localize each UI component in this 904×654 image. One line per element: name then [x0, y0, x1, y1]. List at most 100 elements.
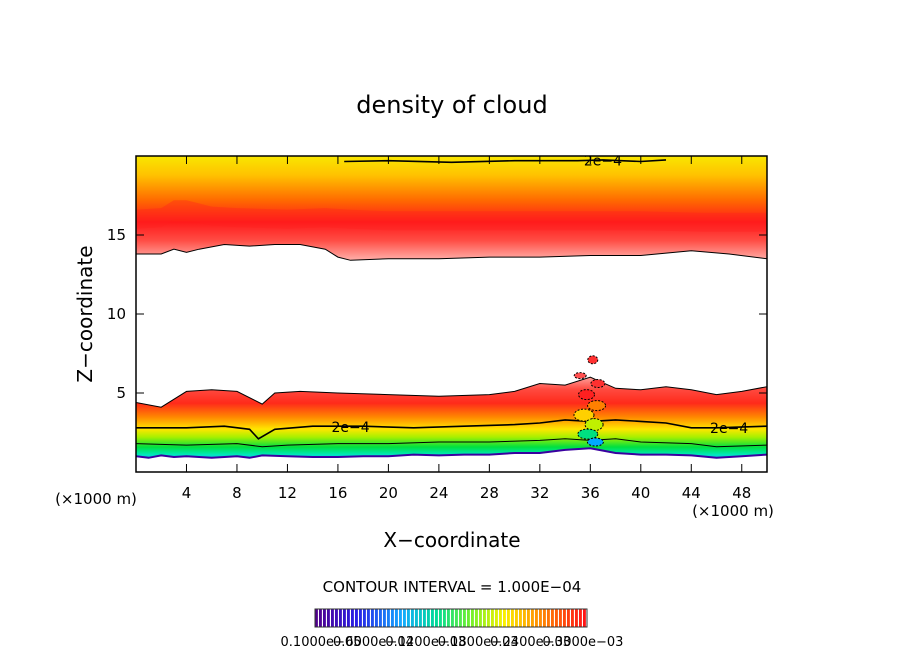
upper-cloud-base-contour [136, 243, 767, 261]
colorbar-swatch [511, 609, 514, 627]
colorbar-swatch [383, 609, 386, 627]
colorbar-swatch [331, 609, 334, 627]
colorbar-tick-label: 0.1000e−05 [281, 635, 362, 650]
colorbar-swatch [523, 609, 526, 627]
colorbar-tick-label: 0.3000e−03 [543, 635, 624, 650]
colorbar-tick-label: 0.1800e−03 [438, 635, 519, 650]
upper-cloud-core [136, 200, 767, 232]
colorbar-swatch [491, 609, 494, 627]
colorbar-swatch [547, 609, 550, 627]
colorbar-swatch [539, 609, 542, 627]
colorbar-swatch [551, 609, 554, 627]
cell-contour [587, 400, 607, 412]
cell-contour [577, 428, 599, 440]
colorbar-swatch [451, 609, 454, 627]
x-tick-label: 12 [278, 484, 297, 502]
colorbar-swatch [567, 609, 570, 627]
colorbar-swatch [395, 609, 398, 627]
colorbar-labels: 0.1000e−050.6000e−040.1200e−030.1800e−03… [281, 635, 624, 650]
cell-contour [578, 389, 595, 401]
colorbar-swatch [351, 609, 354, 627]
colorbar-swatch [355, 609, 358, 627]
colorbar-swatch [367, 609, 370, 627]
colorbar-swatch [507, 609, 510, 627]
chart-title: density of cloud [356, 91, 547, 119]
contour-interval-label: CONTOUR INTERVAL = 1.000E−04 [323, 578, 582, 596]
x-tick-label: 16 [328, 484, 347, 502]
colorbar-swatch [463, 609, 466, 627]
colorbar-swatch [407, 609, 410, 627]
y-tick-label: 15 [107, 226, 126, 244]
colorbar-swatch [459, 609, 462, 627]
colorbar-swatch [495, 609, 498, 627]
colorbar-swatch [391, 609, 394, 627]
colorbar-swatch [387, 609, 390, 627]
colorbar-swatch [319, 609, 322, 627]
colorbar [314, 608, 588, 628]
x-unit-right: (×1000 m) [692, 502, 774, 520]
colorbar-swatch [399, 609, 402, 627]
cell-contour [573, 408, 595, 422]
cell-contour [586, 437, 604, 447]
colorbar-tick-label: 0.1200e−03 [385, 635, 466, 650]
upper-cloud-2e-4-contour [344, 159, 667, 164]
colorbar-swatch [555, 609, 558, 627]
colorbar-swatch [535, 609, 538, 627]
colorbar-swatch [515, 609, 518, 627]
y-axis-label: Z−coordinate [73, 245, 97, 382]
x-axis: 4 8 12 16 20 24 28 32 36 40 44 48 [182, 156, 751, 502]
colorbar-swatch [403, 609, 406, 627]
plot-area: 2e−4 2e−4 2e−4 [136, 154, 767, 472]
colorbar-swatch [375, 609, 378, 627]
lower-cloud-top-contour [136, 376, 767, 408]
colorbar-swatch [499, 609, 502, 627]
lower-cloud-2e-4-contour [136, 419, 767, 440]
colorbar-swatch [487, 609, 490, 627]
y-tick-label: 5 [116, 384, 126, 402]
colorbar-swatch [439, 609, 442, 627]
colorbar-swatch [339, 609, 342, 627]
colorbar-swatch [543, 609, 546, 627]
colorbar-swatch [415, 609, 418, 627]
convective-cell [573, 355, 607, 447]
colorbar-swatch [443, 609, 446, 627]
cloud-base-edge [136, 447, 767, 459]
x-tick-label: 36 [581, 484, 600, 502]
colorbar-tick-label: 0.6000e−04 [333, 635, 414, 650]
cell-contour [573, 372, 587, 380]
y-tick-label: 10 [107, 305, 126, 323]
colorbar-swatch [563, 609, 566, 627]
colorbar-swatch [519, 609, 522, 627]
cell-contour [590, 379, 606, 388]
x-tick-label: 8 [232, 484, 242, 502]
x-tick-label: 24 [429, 484, 448, 502]
colorbar-swatch [327, 609, 330, 627]
colorbar-swatch [559, 609, 562, 627]
lower-cloud-3e-4-contour [136, 438, 767, 448]
x-tick-label: 44 [682, 484, 701, 502]
colorbar-swatch [579, 609, 582, 627]
colorbar-swatch [531, 609, 534, 627]
cell-contour [587, 355, 599, 365]
colorbar-swatch [431, 609, 434, 627]
x-tick-label: 28 [480, 484, 499, 502]
colorbar-swatch [447, 609, 450, 627]
y-axis: 5 10 15 [107, 226, 767, 402]
colorbar-swatch [359, 609, 362, 627]
colorbar-swatch [363, 609, 366, 627]
contour-label: 2e−4 [584, 154, 622, 170]
colorbar-swatch [347, 609, 350, 627]
colorbar-swatch [343, 609, 346, 627]
colorbar-swatch [503, 609, 506, 627]
colorbar-swatch [423, 609, 426, 627]
contour-labels: 2e−4 2e−4 2e−4 [331, 154, 748, 437]
colorbar-swatch [527, 609, 530, 627]
colorbar-swatch [471, 609, 474, 627]
colorbar-swatch [483, 609, 486, 627]
colorbar-swatch [575, 609, 578, 627]
colorbar-swatch [467, 609, 470, 627]
x-tick-label: 48 [732, 484, 751, 502]
x-tick-label: 20 [379, 484, 398, 502]
x-tick-label: 40 [631, 484, 650, 502]
